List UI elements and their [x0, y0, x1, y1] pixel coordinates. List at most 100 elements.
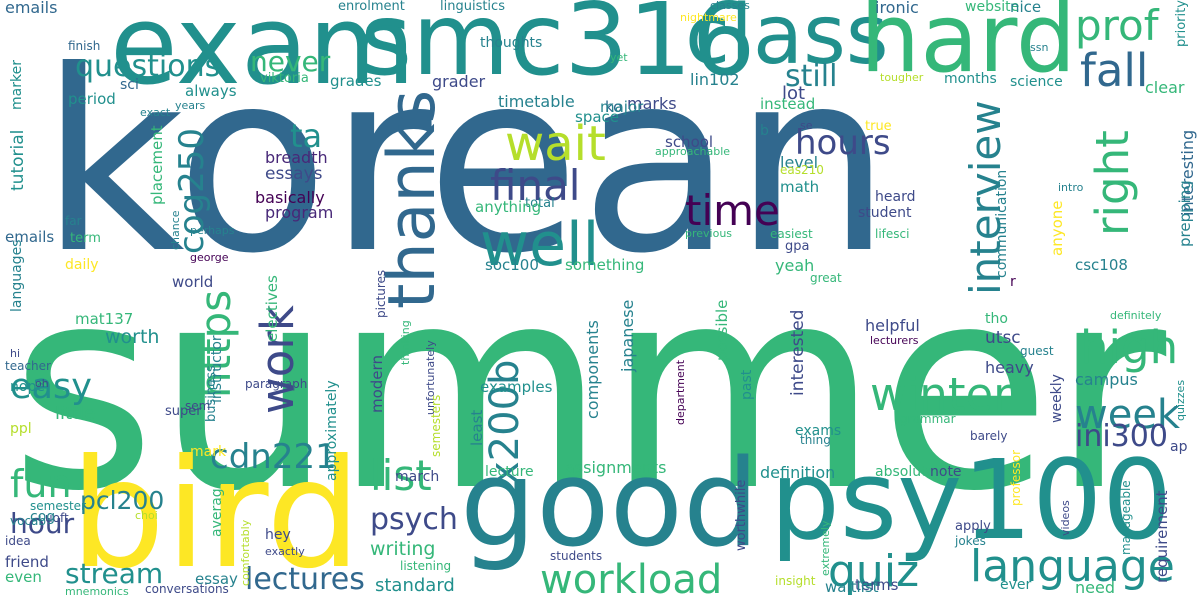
word-weekly: weekly	[1049, 374, 1065, 423]
word-chance: chance	[169, 210, 182, 250]
word-requirement: requirement	[1153, 490, 1171, 583]
word-professor: professor	[1009, 449, 1023, 506]
word-waitlist: waitlist	[825, 578, 879, 596]
word-barely: barely	[970, 429, 1008, 443]
word-electives: electives	[263, 275, 281, 342]
word-lot: lot	[782, 83, 806, 104]
word-priority: priority	[1174, 0, 1189, 47]
word-grades: grades	[330, 72, 382, 90]
word-thinking: thinking	[399, 320, 412, 365]
word-smc316: smc316	[360, 0, 756, 98]
word-students: students	[550, 549, 603, 563]
word-thanks: thanks	[375, 89, 450, 309]
word-ppl: ppl	[10, 421, 32, 437]
word-choi: choi	[135, 509, 158, 522]
word-school: school	[665, 133, 714, 151]
word-marker: marker	[9, 60, 25, 110]
word-anyone: anyone	[1048, 200, 1066, 257]
word-pcl200: pcl200	[80, 486, 165, 515]
word-far: far	[65, 214, 82, 228]
word-always: always	[185, 82, 237, 100]
word-hard: hard	[860, 0, 1077, 94]
word-modern: modern	[368, 355, 386, 413]
word-possible: possible	[713, 299, 731, 361]
word-conversations: conversations	[145, 582, 229, 596]
word-timetable: timetable	[498, 92, 575, 111]
word-ko: ko	[605, 98, 623, 116]
word-teacher: teacher	[5, 359, 51, 373]
word-tutorial: tutorial	[8, 129, 28, 191]
word-sem: sem	[185, 399, 211, 413]
word-prof: prof	[1075, 1, 1159, 50]
word-week: week	[1075, 392, 1181, 438]
word-grader: grader	[432, 72, 486, 91]
word-writing: writing	[370, 538, 436, 560]
word-wait: wait	[505, 116, 606, 172]
word-viktoria: viktoria	[260, 71, 309, 86]
word-yeah: yeah	[775, 256, 815, 275]
word-apply: apply	[955, 519, 991, 534]
word-japanese: japanese	[618, 299, 637, 372]
word-comfortably: comfortably	[239, 519, 252, 586]
word-lecture: lecture	[485, 464, 534, 480]
word-worth: worth	[105, 326, 160, 348]
word-thoughts: thoughts	[480, 35, 543, 51]
word-absolutely: absolutely	[875, 464, 948, 480]
word-idea: idea	[5, 534, 31, 548]
word-never: never	[250, 45, 331, 78]
word-nice: nice	[1010, 0, 1042, 16]
word-months: months	[944, 71, 997, 87]
word-campus: campus	[1075, 370, 1138, 389]
word-world: world	[172, 273, 214, 291]
word-heard: heard	[875, 189, 916, 205]
word-quiz: quiz	[828, 546, 920, 597]
word-hours: hours	[795, 123, 891, 163]
word-cog: cog	[30, 509, 56, 525]
word-class: class	[685, 0, 889, 83]
word-essay: essay	[195, 570, 238, 588]
word-finish: finish	[68, 39, 101, 53]
word-paragraph: paragraph	[245, 377, 308, 391]
word-note: note	[930, 464, 962, 480]
word-utsc: utsc	[985, 328, 1021, 348]
word-guest: guest	[1020, 344, 1054, 358]
word-well: well	[480, 210, 600, 280]
word-thing: thing	[800, 433, 831, 447]
word-still: still	[785, 59, 838, 94]
word-lecturers: lecturers	[870, 334, 919, 347]
word-average: average	[209, 479, 225, 537]
word-uoft: uoft	[45, 511, 69, 525]
word-anything: anything	[475, 198, 542, 216]
word-pictures: pictures	[374, 269, 388, 318]
word-r: r	[1010, 274, 1016, 290]
word-exact: exact	[140, 106, 171, 119]
word-jokes: jokes	[955, 534, 986, 548]
word-ap: ap	[1170, 439, 1188, 455]
word-mat137: mat137	[75, 310, 134, 328]
word-years: years	[175, 99, 206, 112]
word-manageable: manageable	[1119, 480, 1133, 555]
word-hi: hi	[10, 347, 21, 360]
word-heavy: heavy	[985, 358, 1034, 377]
word-cdn221: cdn221	[210, 437, 337, 477]
word-marks: marks	[627, 94, 677, 113]
word-ssn: ssn	[1030, 41, 1049, 54]
word-great: great	[810, 271, 842, 285]
word-clear: clear	[1145, 78, 1185, 97]
word-enrolment: enrolment	[338, 0, 405, 14]
word-videos: videos	[1059, 500, 1072, 536]
word-lectures: lectures	[245, 562, 365, 597]
word-instead: instead	[760, 95, 816, 113]
word-definition: definition	[760, 463, 836, 482]
word-perhaps: perhaps	[190, 224, 235, 237]
word-student: student	[858, 205, 912, 221]
word-stream: stream	[65, 557, 164, 590]
word-need: need	[1075, 578, 1115, 597]
word-communication: communication	[994, 169, 1010, 278]
word-ever: ever	[1000, 577, 1032, 593]
word-extremely: extremely	[819, 520, 832, 577]
word-listening: listening	[400, 559, 452, 573]
word-eas210: eas210	[780, 163, 824, 177]
word-easy: easy	[10, 367, 92, 407]
word-hey: hey	[265, 527, 291, 543]
